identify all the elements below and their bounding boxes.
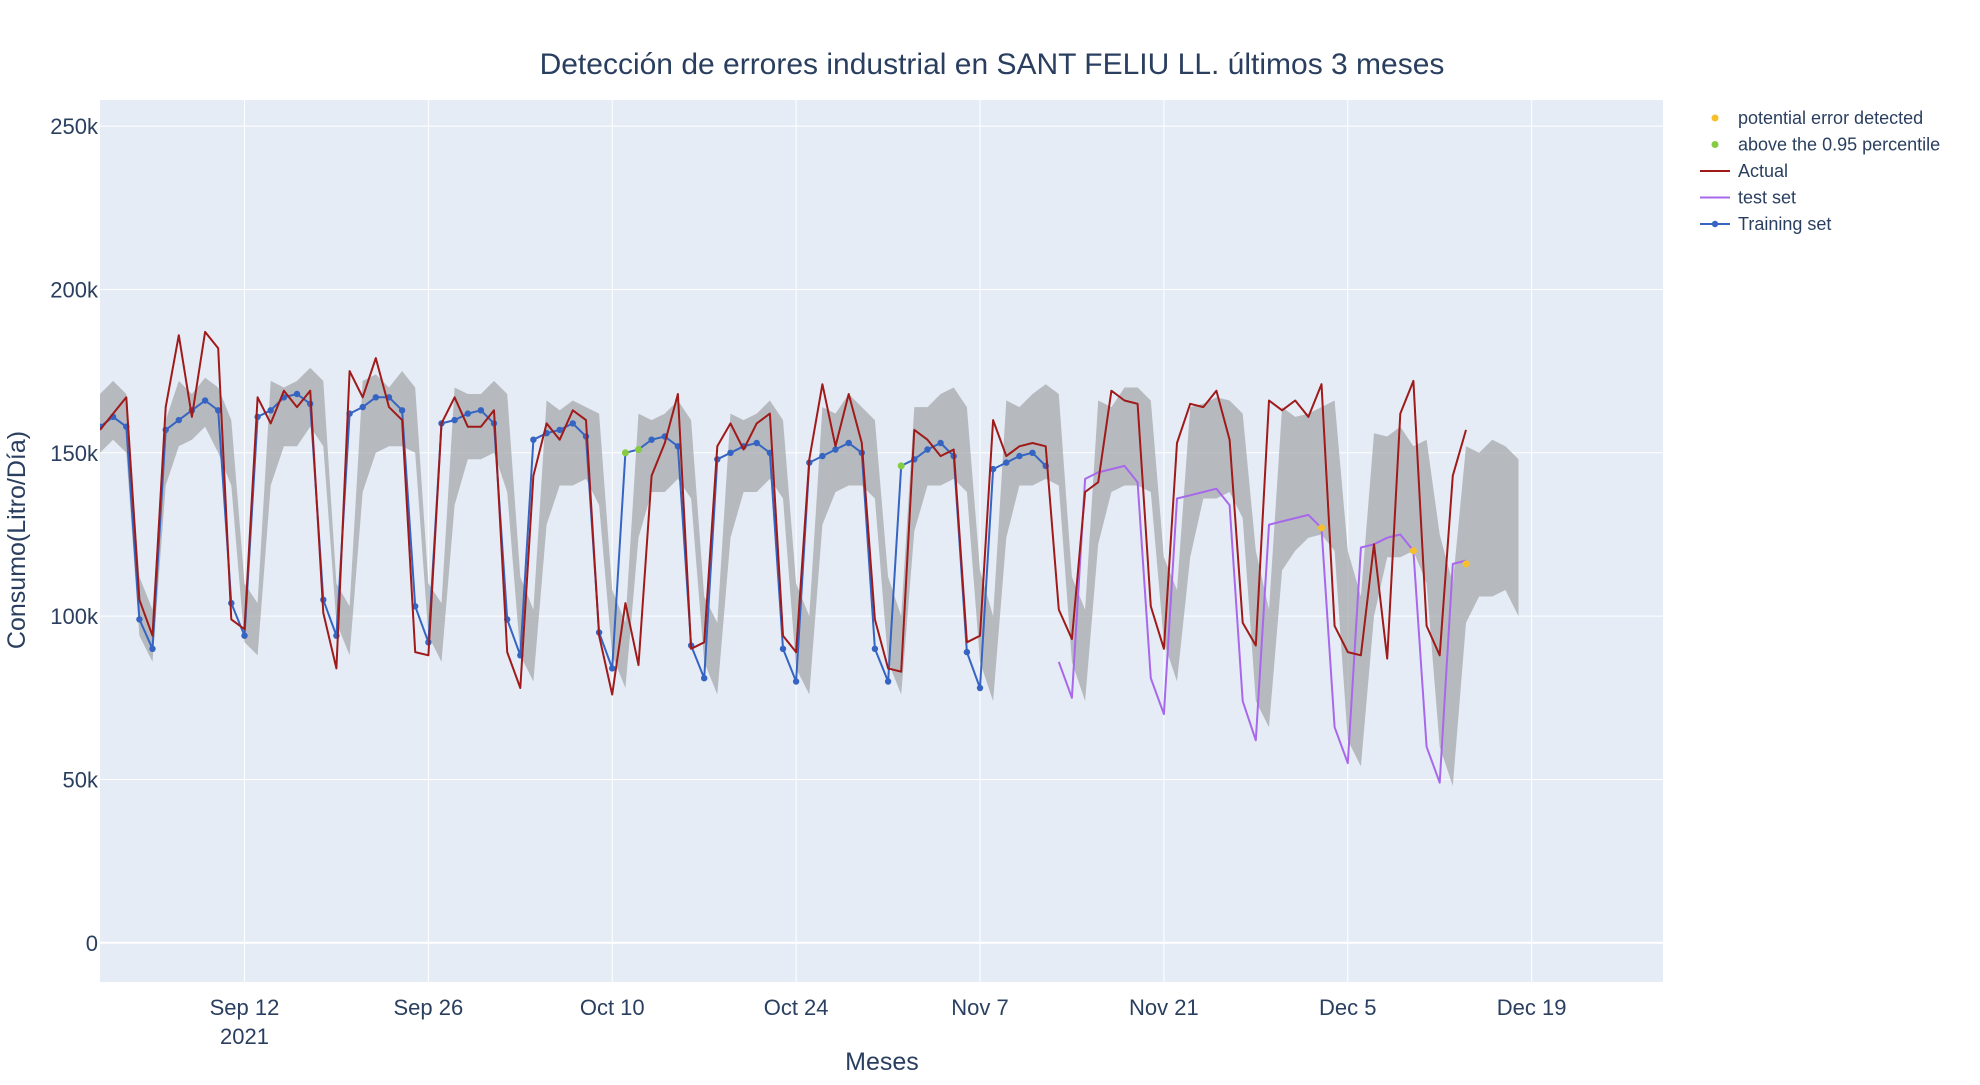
- y-tick-label: 100k: [50, 604, 99, 629]
- training-set-point: [372, 394, 379, 401]
- training-set-point: [556, 426, 563, 434]
- legend-item-actual[interactable]: Actual: [1700, 161, 1788, 181]
- training-set-point: [832, 446, 839, 453]
- error-point: [1409, 547, 1417, 555]
- error-point: [1462, 560, 1470, 568]
- training-set-point: [1016, 452, 1023, 460]
- x-tick-label: Nov 7: [951, 995, 1008, 1020]
- test-set-line: [1057, 464, 1467, 784]
- training-set-point: [727, 449, 734, 456]
- training-set-point: [937, 439, 944, 447]
- chart-title: Detección de errores industrial en SANT …: [540, 48, 1445, 81]
- legend-item-test[interactable]: test set: [1700, 188, 1796, 208]
- y-tick-label: 150k: [50, 441, 99, 466]
- legend-item-percentile[interactable]: above the 0.95 percentile: [1711, 135, 1941, 155]
- legend-label: Training set: [1738, 214, 1831, 234]
- legend-item-error[interactable]: potential error detected: [1711, 108, 1924, 128]
- training-set-point: [792, 678, 800, 685]
- legend-label: Actual: [1738, 161, 1788, 181]
- actual-line: [100, 330, 1467, 696]
- training-set-point: [609, 665, 616, 672]
- training-set-point: [648, 436, 655, 443]
- training-set-point: [884, 678, 892, 685]
- training-set-point: [201, 397, 209, 404]
- legend-label: test set: [1738, 188, 1796, 208]
- training-set-point: [267, 407, 274, 414]
- training-set-point: [398, 407, 406, 414]
- legend-item-training[interactable]: Training set: [1700, 214, 1831, 234]
- training-set-point: [1029, 449, 1036, 456]
- training-set-point: [136, 616, 143, 623]
- x-axis-label: Meses: [845, 1048, 919, 1076]
- training-set-point: [701, 675, 708, 682]
- x-tick-label: Nov 21: [1129, 995, 1199, 1020]
- x-tick-label: Sep 12: [210, 995, 280, 1020]
- percentile-point: [621, 449, 629, 457]
- training-set-point: [674, 443, 682, 450]
- training-set-point: [845, 439, 852, 447]
- training-set-point: [1003, 459, 1010, 466]
- x-tick-label: Dec 5: [1319, 995, 1376, 1020]
- training-set-point: [477, 407, 485, 414]
- training-set-point: [175, 416, 182, 424]
- training-set-point: [989, 465, 997, 473]
- training-set-point: [963, 648, 971, 656]
- training-set-point: [924, 446, 931, 453]
- legend-marker: [1711, 220, 1719, 228]
- training-set-point: [149, 645, 156, 652]
- training-set-point: [241, 632, 248, 639]
- legend-marker: [1711, 141, 1719, 148]
- training-set-point: [293, 390, 301, 398]
- y-tick-label: 250k: [50, 114, 99, 139]
- percentile-point: [635, 446, 642, 453]
- error-point: [1318, 524, 1325, 532]
- training-set-point: [569, 420, 576, 427]
- y-tick-label: 50k: [63, 767, 99, 792]
- x-tick-label: Dec 19: [1497, 995, 1567, 1020]
- training-set-point: [779, 645, 787, 652]
- training-set-point: [464, 410, 471, 417]
- training-set-point: [753, 439, 760, 447]
- training-set-point: [976, 684, 984, 692]
- training-set-point: [530, 436, 537, 443]
- training-set-point: [215, 407, 222, 414]
- percentile-point: [897, 462, 905, 470]
- legend-label: above the 0.95 percentile: [1738, 135, 1940, 155]
- confidence-band: [100, 367, 1519, 786]
- training-set-point: [451, 416, 458, 424]
- x-tick-label: Sep 26: [393, 995, 463, 1020]
- y-tick-label: 0: [86, 931, 98, 956]
- x-tick-sublabel: 2021: [220, 1024, 269, 1049]
- y-axis-label: Consumo(Litro/Día): [3, 431, 31, 649]
- training-set-point: [871, 645, 879, 652]
- training-set-point: [359, 403, 366, 411]
- y-tick-label: 200k: [50, 277, 99, 302]
- x-tick-label: Oct 10: [580, 995, 645, 1020]
- legend-label: potential error detected: [1738, 108, 1923, 128]
- training-set-point: [819, 452, 826, 460]
- legend[interactable]: potential error detected above the 0.95 p…: [1700, 108, 1940, 234]
- legend-marker: [1711, 114, 1719, 122]
- x-tick-label: Oct 24: [764, 995, 829, 1020]
